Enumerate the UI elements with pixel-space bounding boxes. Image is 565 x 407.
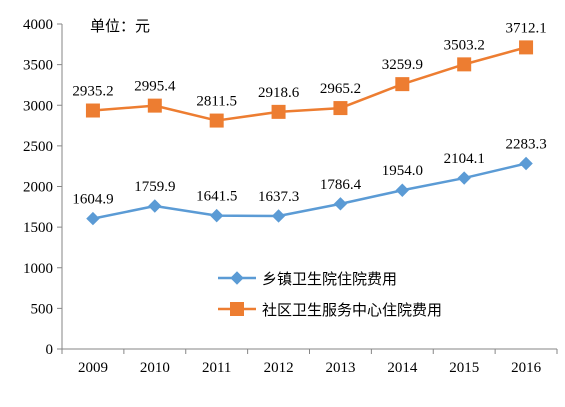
series-2	[85, 40, 534, 128]
x-tick-label: 2011	[202, 360, 231, 376]
y-tick-label: 3000	[23, 98, 53, 114]
data-point	[395, 77, 410, 92]
data-point	[86, 211, 100, 226]
legend-item: 乡镇卫生院住院费用	[218, 270, 397, 288]
data-point	[457, 171, 471, 185]
data-point	[271, 104, 286, 119]
data-point	[457, 57, 472, 72]
data-point	[148, 199, 162, 213]
data-labels: 1604.9 1759.9 1641.5 1637.3 1786.4 1954.0 2104…	[72, 20, 546, 207]
y-tick-label: 1000	[23, 261, 53, 277]
y-tick-label: 2000	[23, 180, 53, 196]
data-point	[85, 103, 100, 118]
legend-item: 社区卫生服务中心住院费用	[218, 301, 442, 319]
data-point	[209, 113, 224, 128]
data-label: 1604.9	[72, 192, 113, 208]
data-label: 2965.2	[320, 81, 361, 97]
data-label: 3503.2	[444, 37, 485, 53]
x-tick-label: 2009	[78, 360, 108, 376]
axes: 0 500 1000 1500 2000 2500 3000 3500 4000 2009 2010…	[23, 17, 558, 376]
data-point	[147, 98, 162, 113]
series-line	[92, 162, 527, 220]
x-tick-label: 2012	[264, 360, 294, 376]
data-label: 1641.5	[196, 189, 237, 205]
y-tick-label: 500	[31, 301, 54, 317]
data-point	[271, 209, 286, 223]
data-point	[333, 197, 348, 211]
data-point	[519, 156, 533, 171]
y-tick-label: 4000	[23, 17, 53, 33]
legend-label: 社区卫生服务中心住院费用	[262, 301, 442, 319]
x-tick-label: 2010	[140, 360, 170, 376]
series-line	[92, 46, 527, 122]
legend-label: 乡镇卫生院住院费用	[262, 270, 397, 288]
data-label: 3259.9	[382, 57, 423, 73]
data-label: 3712.1	[505, 20, 546, 36]
y-tick-label: 2500	[23, 139, 53, 155]
data-label: 1786.4	[320, 177, 362, 193]
data-point	[395, 183, 410, 197]
data-point	[519, 40, 534, 55]
y-tick-label: 0	[46, 342, 54, 358]
data-label: 2811.5	[196, 94, 237, 110]
x-tick-label: 2015	[449, 360, 479, 376]
series-1	[86, 156, 533, 226]
y-tick-label: 1500	[23, 220, 53, 236]
y-tick-label: 3500	[23, 58, 53, 74]
legend-marker	[230, 271, 244, 285]
data-label: 2935.2	[72, 84, 113, 100]
data-label: 2918.6	[258, 85, 300, 101]
data-label: 2283.3	[505, 136, 546, 152]
x-tick-label: 2016	[511, 360, 542, 376]
data-label: 2995.4	[134, 79, 176, 95]
data-label: 1637.3	[258, 189, 299, 205]
data-label: 2104.1	[444, 151, 485, 167]
x-tick-label: 2014	[387, 360, 418, 376]
series-lines	[85, 40, 534, 226]
unit-note: 单位：元	[90, 17, 150, 35]
data-point	[333, 101, 348, 116]
data-point	[209, 208, 224, 223]
data-label: 1759.9	[134, 179, 175, 195]
legend-marker	[230, 302, 244, 316]
data-label: 1954.0	[382, 163, 423, 179]
x-tick-label: 2013	[325, 360, 355, 376]
